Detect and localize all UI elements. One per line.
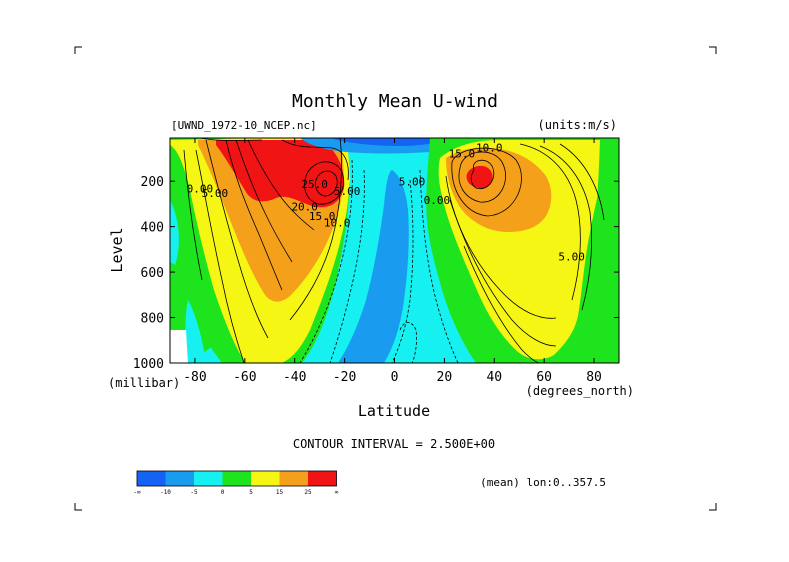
y-tick-label: 1000: [133, 357, 164, 372]
y-tick-label: 800: [141, 312, 164, 327]
contour-label: 0.00: [187, 183, 214, 196]
x-tick-label: 80: [586, 370, 602, 385]
field-sh-red: [216, 140, 345, 208]
y-tick-label: 400: [141, 221, 164, 236]
crop-marks: [74, 46, 717, 511]
y-axis-units: (millibar): [108, 376, 180, 390]
units-label: (units:m/s): [538, 118, 617, 132]
colorbar-level-label: 15: [276, 489, 284, 496]
colorbar-swatch: [279, 471, 308, 486]
x-tick-label: -40: [283, 370, 306, 385]
x-tick-label: 40: [486, 370, 502, 385]
colorbar-level-label: 5: [249, 489, 253, 496]
contour-label: 0.00: [424, 194, 451, 207]
contour-label: 20.0: [291, 201, 318, 214]
contour-label: 10.0: [476, 142, 503, 155]
colorbar-level-label: -∞: [133, 489, 141, 496]
y-axis-label: Level: [108, 227, 126, 272]
x-tick-label: -60: [233, 370, 256, 385]
field-trop-blue: [338, 170, 409, 363]
footer-text: (mean) lon:0..357.5: [480, 476, 606, 489]
x-tick-label: 60: [536, 370, 552, 385]
field-sp-cyan2: [185, 300, 204, 363]
contour-label: 25.0: [301, 178, 328, 191]
dataset-label: [UWND_1972-10_NCEP.nc]: [171, 119, 317, 132]
contour-label-layer: 25.020.015.010.05.005.000.005.000.005.00…: [187, 142, 585, 264]
colorbar-swatch: [194, 471, 223, 486]
chart-title: Monthly Mean U-wind: [292, 91, 498, 112]
y-tick-label: 600: [141, 266, 164, 281]
colorbar-swatch: [137, 471, 166, 486]
x-tick-label: 20: [437, 370, 453, 385]
contour-label: 5.00: [334, 185, 361, 198]
colorbar-swatch: [222, 471, 251, 486]
x-tick-label: -20: [333, 370, 356, 385]
x-axis: -80 -60 -40 -20 0 20 40 60 80: [183, 138, 602, 385]
colorbar-swatch: [165, 471, 194, 486]
colorbar-swatch: [308, 471, 337, 486]
colorbar-level-label: -10: [160, 489, 171, 496]
field-top-darkblue: [330, 138, 450, 146]
field-sp-white: [170, 330, 188, 363]
colorbar-level-label: -5: [190, 489, 198, 496]
colorbar-level-label: ∞: [335, 489, 339, 496]
colorbar-swatch: [251, 471, 280, 486]
colorbar-level-label: 25: [304, 489, 312, 496]
x-axis-units: (degrees_north): [526, 384, 634, 398]
x-tick-label: -80: [183, 370, 206, 385]
contour-interval-text: CONTOUR INTERVAL = 2.500E+00: [293, 437, 495, 451]
colorbar-level-label: 0: [221, 489, 225, 496]
y-tick-label: 200: [141, 175, 164, 190]
y-axis: 200 400 600 800 1000: [133, 175, 619, 372]
colorbar: -∞ -10 -5 0 5 15 25 ∞: [133, 470, 339, 496]
x-axis-label: Latitude: [358, 402, 430, 420]
contour-label: 5.00: [558, 251, 585, 264]
contour-label: 15.0: [449, 147, 476, 160]
contour-lines: [183, 138, 605, 363]
contour-label: 5.00: [399, 176, 426, 189]
colorbar-frame: [136, 470, 337, 487]
contour-label: 10.0: [324, 217, 351, 230]
contour-label: 15.0: [309, 210, 336, 223]
plot-field: [170, 138, 619, 363]
x-tick-label: 0: [391, 370, 399, 385]
field-np-green: [560, 138, 619, 363]
contour-label: 5.00: [202, 187, 229, 200]
field-sp-cyan3: [170, 205, 177, 244]
